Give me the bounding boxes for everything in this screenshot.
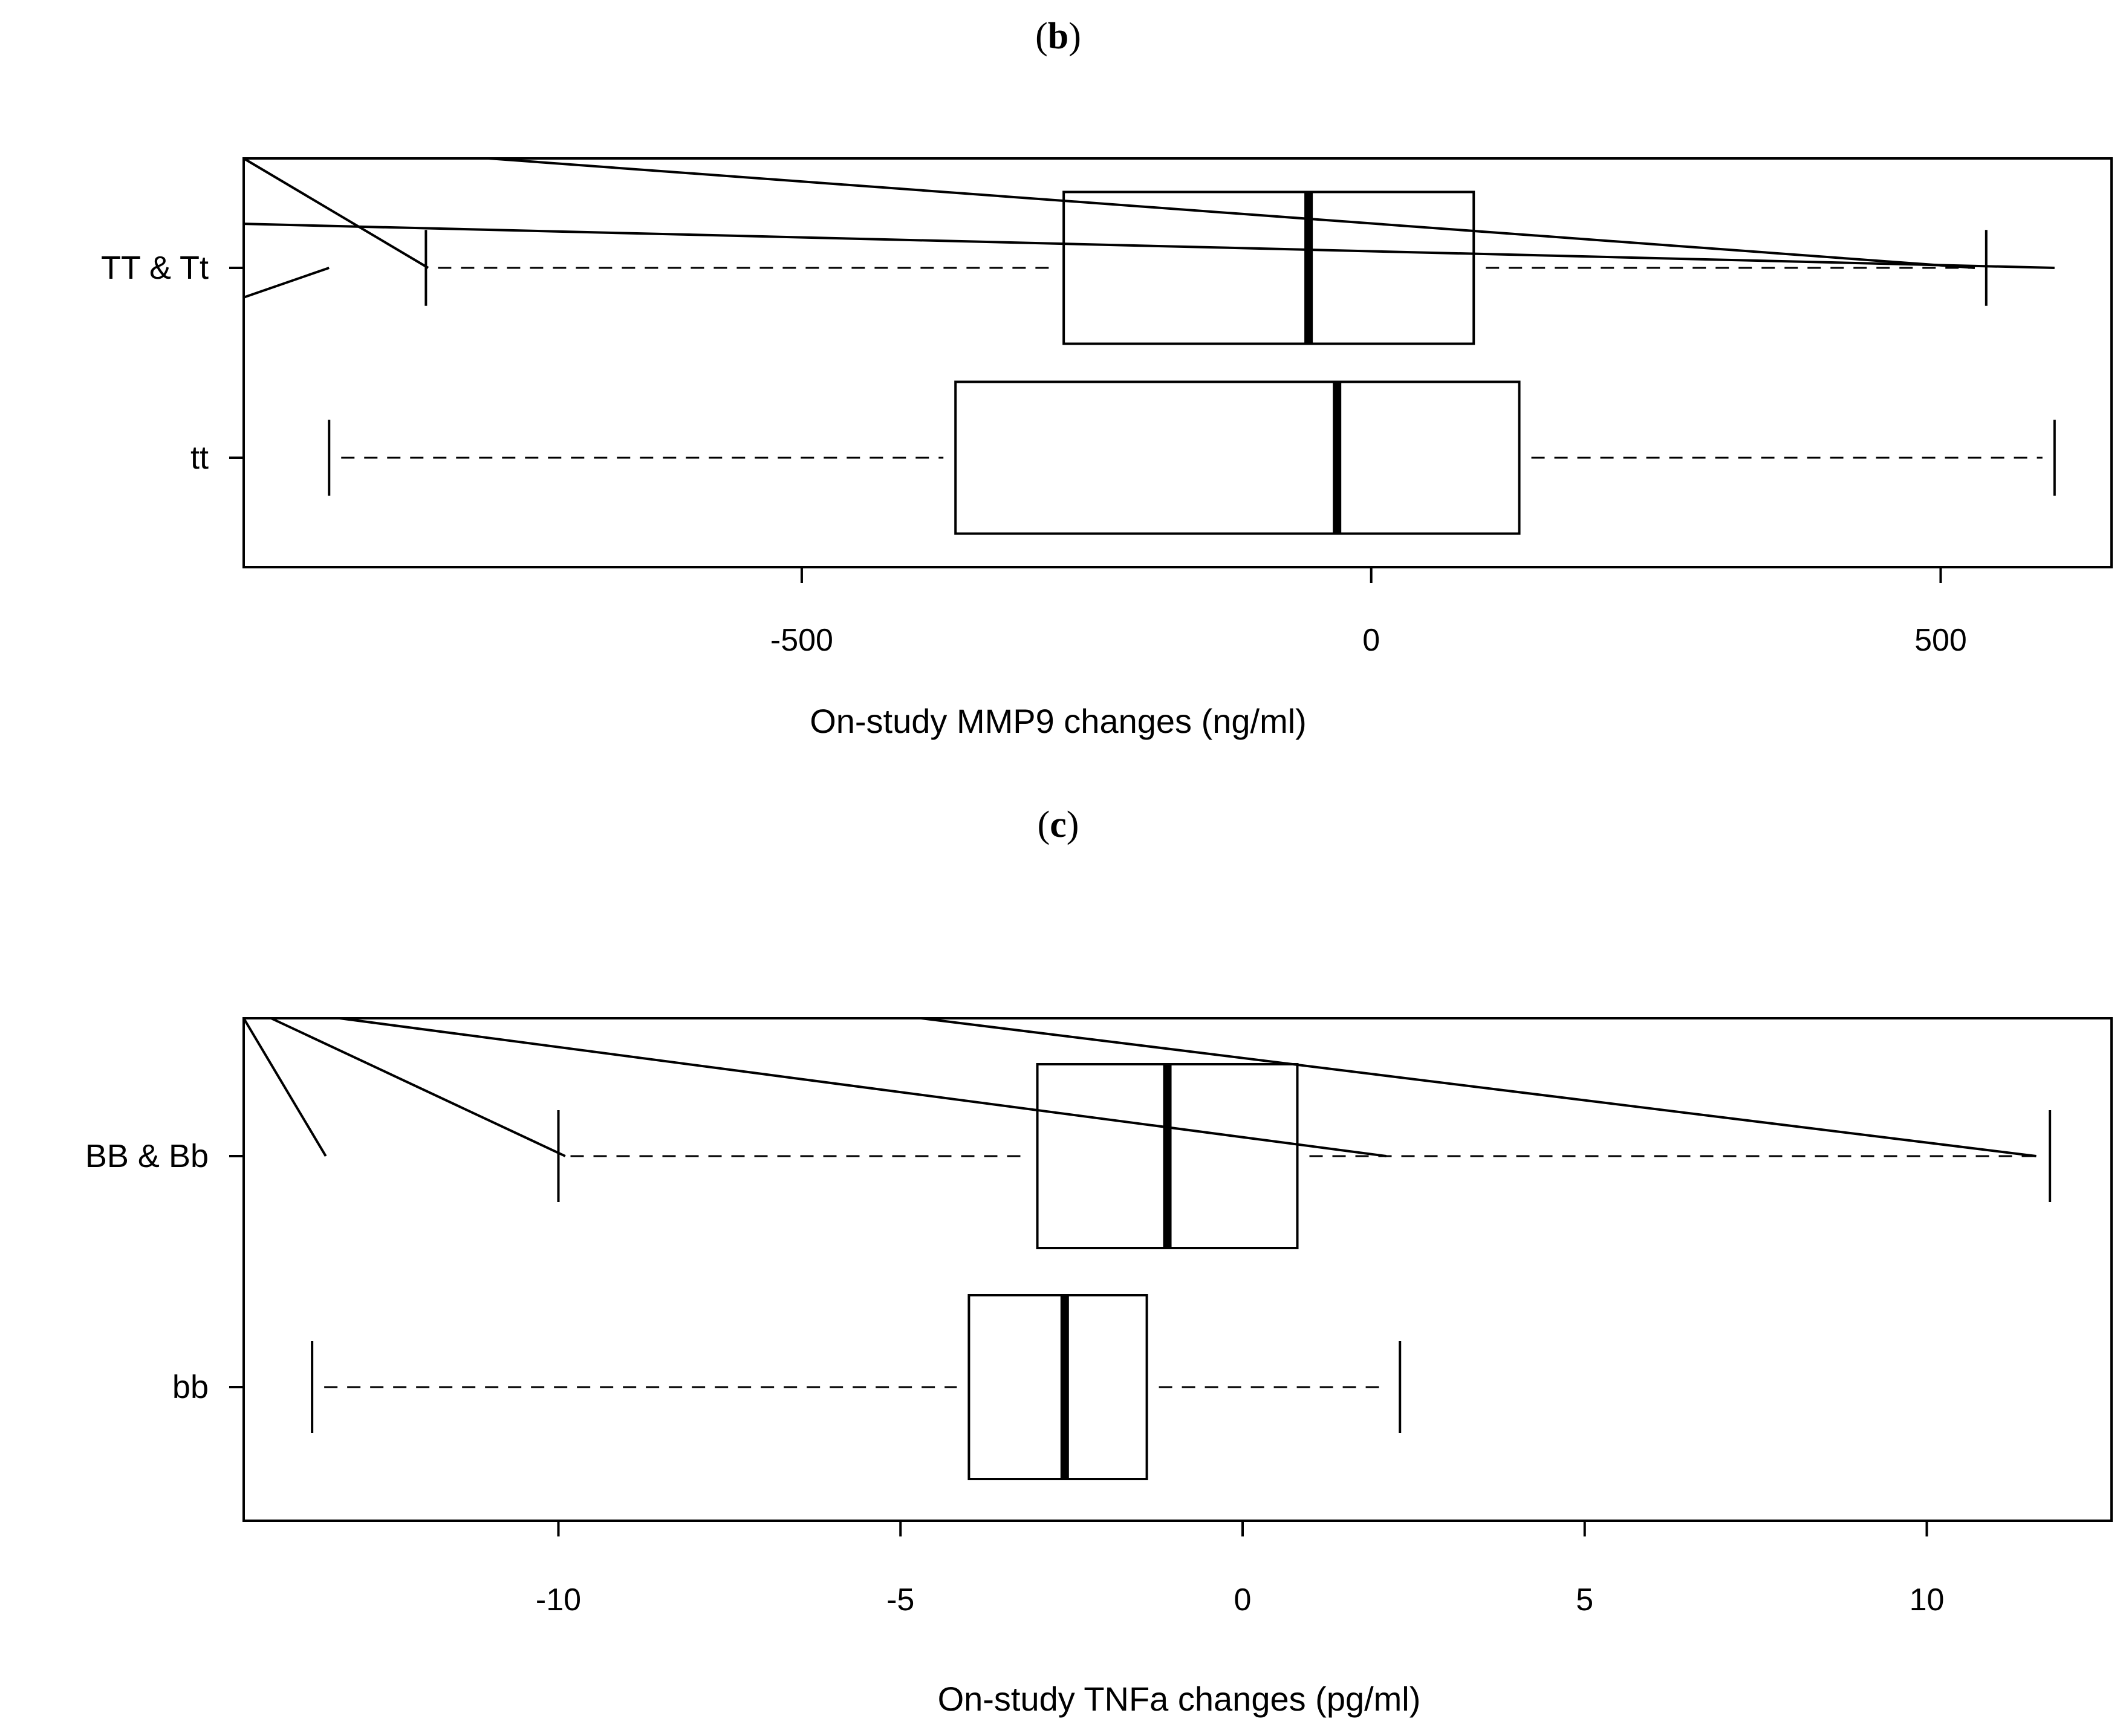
annotation-line	[242, 157, 429, 269]
x-tick-label: -5	[886, 1582, 914, 1617]
x-tick-label: -500	[770, 623, 833, 658]
annotation-line	[339, 1017, 1387, 1157]
panel-b: (b) -500 0 500 On-study MMP9 changes (ng/ml)…	[101, 16, 2113, 740]
box	[1062, 190, 1475, 345]
plot-frame	[242, 157, 2113, 568]
box	[954, 380, 1521, 535]
category-label: TT & Tt	[101, 250, 209, 286]
annotation-line	[270, 1017, 566, 1157]
x-tick-label: 0	[1234, 1582, 1252, 1617]
chart-root: (b) -500 0 500 On-study MMP9 changes (ng/ml)…	[85, 16, 2113, 1718]
box	[967, 1294, 1148, 1480]
annotation-line	[920, 1017, 2037, 1157]
annotation-line	[242, 1017, 327, 1157]
panel-letter: (c)	[1038, 804, 1079, 845]
x-tick-label: 500	[1914, 623, 1967, 658]
x-axis-title: On-study MMP9 changes (ng/ml)	[810, 702, 1307, 740]
annotation-line	[243, 223, 2055, 269]
category-label: bb	[172, 1369, 209, 1405]
x-tick-label: 0	[1362, 623, 1380, 658]
panel-letter: (b)	[1035, 16, 1081, 57]
plot-frame	[242, 1017, 2113, 1522]
category-label: tt	[190, 440, 209, 476]
x-axis-title: On-study TNFa changes (pg/ml)	[938, 1680, 1421, 1718]
panel-c: (c) -10 -5 0 5 10 On-study TNFa changes (pg/ml…	[85, 804, 2113, 1718]
x-tick-label: 10	[1910, 1582, 1945, 1617]
x-tick-label: 5	[1576, 1582, 1593, 1617]
category-label: BB & Bb	[85, 1138, 209, 1174]
annotation-line	[488, 157, 1975, 269]
annotation-line	[243, 267, 330, 299]
x-tick-label: -10	[536, 1582, 581, 1617]
